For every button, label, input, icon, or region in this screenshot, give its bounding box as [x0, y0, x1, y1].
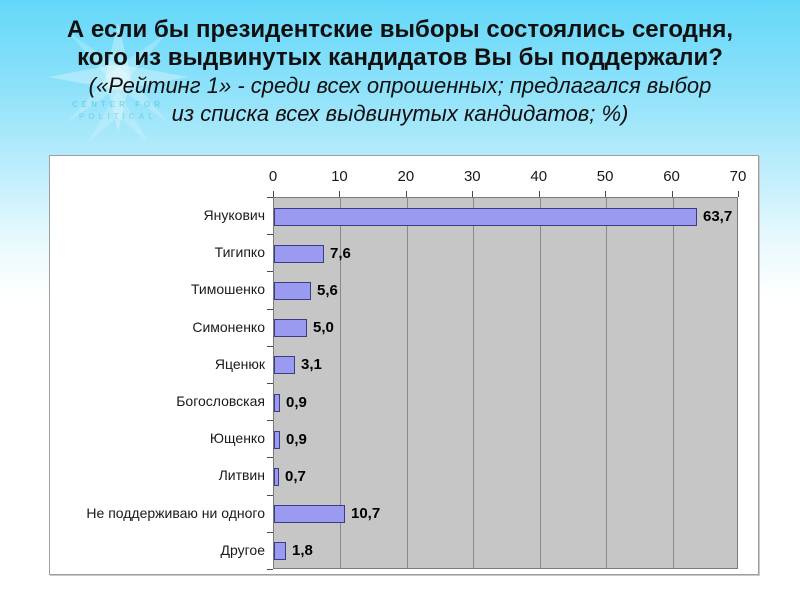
x-tick-mark	[738, 191, 739, 197]
gridline	[340, 198, 342, 568]
category-label: Литвин	[218, 467, 265, 484]
category-tick-mark	[267, 271, 273, 273]
bar	[274, 282, 311, 300]
bar	[274, 393, 280, 412]
category-tick-mark	[267, 569, 273, 570]
category-tick-mark	[267, 308, 273, 310]
category-tick-mark	[267, 494, 273, 496]
title-line-2: кого из выдвинутых кандидатов Вы бы подд…	[77, 44, 723, 71]
category-label: Ющенко	[209, 430, 265, 447]
bar	[274, 356, 295, 375]
category-tick-mark	[267, 420, 273, 422]
x-tick-mark	[273, 191, 274, 197]
slide-title: А если бы президентские выборы состоялис…	[0, 16, 800, 128]
value-label: 0,9	[286, 430, 307, 448]
gridline	[672, 198, 674, 568]
value-label: 5,0	[313, 319, 334, 337]
value-label: 0,9	[286, 393, 307, 411]
bar	[274, 542, 286, 561]
gridline	[539, 198, 541, 568]
chart-frame: 63,7 7,6 5,6 5,0 3,1 0,9 0,9 0,7 10,7 1,8 0 10 20 30…	[49, 155, 759, 575]
value-label: 1,8	[292, 542, 313, 560]
x-tick-label: 50	[596, 168, 614, 185]
title-line-1: А если бы президентские выборы состоялис…	[66, 16, 734, 43]
plot-area: 63,7 7,6 5,6 5,0 3,1 0,9 0,9 0,7 10,7 1,8	[273, 197, 738, 569]
category-label: Яценюк	[214, 355, 265, 372]
category-label: Тимошенко	[191, 281, 265, 298]
category-label: Симоненко	[192, 318, 265, 335]
value-label: 3,1	[301, 356, 322, 374]
x-tick-label: 70	[729, 168, 747, 185]
value-label: 7,6	[330, 244, 351, 262]
x-tick-mark	[472, 191, 474, 197]
x-tick-label: 10	[331, 168, 348, 185]
category-label: Тигипко	[214, 244, 265, 261]
x-tick-mark	[538, 191, 540, 197]
x-tick-label: 0	[268, 168, 278, 185]
x-tick-mark	[605, 191, 607, 197]
x-tick-mark	[671, 191, 673, 197]
x-tick-mark	[405, 191, 407, 197]
bar	[274, 207, 697, 226]
value-label: 10,7	[351, 505, 381, 523]
gridline	[406, 198, 408, 568]
x-tick-label: 20	[397, 168, 415, 185]
category-tick-mark	[267, 383, 273, 384]
category-label: Янукович	[203, 207, 265, 223]
value-label: 0,7	[285, 468, 306, 485]
category-tick-mark	[267, 345, 273, 347]
x-tick-label: 40	[530, 168, 548, 185]
subtitle-line-2: из списка всех выдвинутых кандидатов; %)	[171, 101, 629, 126]
bar	[274, 468, 279, 486]
gridline	[473, 198, 475, 568]
bar	[274, 244, 324, 263]
bar	[274, 319, 307, 338]
category-label: Богословская	[176, 393, 265, 409]
bar	[274, 505, 345, 524]
category-label: Не поддерживаю ни одного	[86, 504, 265, 521]
category-tick-mark	[267, 457, 273, 459]
bar	[274, 430, 280, 449]
value-label: 5,6	[317, 282, 338, 299]
category-label: Другое	[220, 541, 265, 558]
x-tick-mark	[339, 191, 341, 197]
x-tick-label: 60	[663, 168, 680, 185]
gridline	[606, 198, 608, 568]
value-label: 63,7	[703, 207, 733, 225]
category-tick-mark	[267, 531, 273, 533]
subtitle-line-1: («Рейтинг 1» - среди всех опрошенных; пр…	[88, 73, 712, 98]
category-tick-mark	[267, 234, 273, 236]
x-tick-label: 30	[463, 168, 481, 185]
category-tick-mark	[267, 197, 273, 198]
